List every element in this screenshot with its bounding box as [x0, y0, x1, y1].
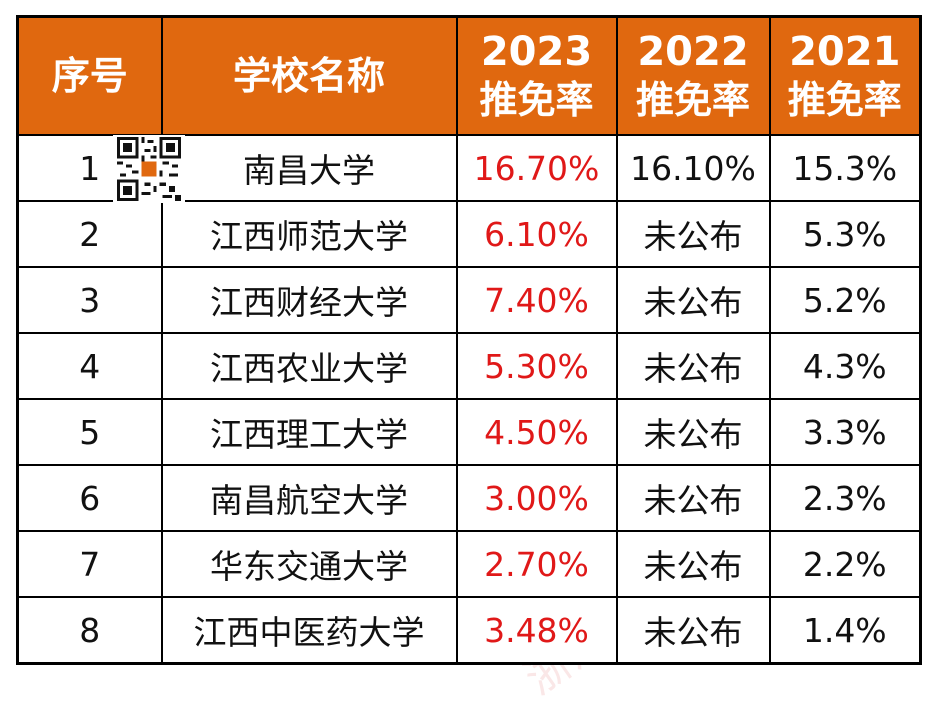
- header-2023-label: 推免率: [479, 78, 594, 122]
- cell-index: 2: [16, 200, 163, 268]
- cell-rate-2023: 6.10%: [455, 200, 618, 268]
- header-2021-year: 2021: [789, 29, 901, 75]
- header-2021: 2021 推免率: [768, 15, 922, 136]
- header-row: 序号 学校名称 2023 推免率 2022 推免率 2021 推免率: [16, 15, 922, 136]
- cell-rate-2023: 16.70%: [455, 134, 618, 202]
- table-container: 序号 学校名称 2023 推免率 2022 推免率 2021 推免率 1 南: [16, 15, 922, 665]
- header-2021-label: 推免率: [787, 78, 902, 122]
- cell-rate-2023: 3.00%: [455, 464, 618, 532]
- cell-school: 江西理工大学: [160, 398, 458, 466]
- cell-school: 江西农业大学: [160, 332, 458, 400]
- header-2022: 2022 推免率: [615, 15, 771, 136]
- header-2023-year: 2023: [480, 29, 593, 75]
- cell-index: 3: [16, 266, 163, 334]
- cell-rate-2021: 5.2%: [768, 266, 922, 334]
- cell-rate-2023: 7.40%: [455, 266, 618, 334]
- cell-rate-2021: 2.2%: [768, 530, 922, 598]
- cell-rate-2022: 未公布: [615, 596, 771, 665]
- qr-code-icon: [113, 135, 185, 203]
- cell-rate-2021: 5.3%: [768, 200, 922, 268]
- cell-school: 南昌大学: [160, 134, 458, 202]
- header-school: 学校名称: [160, 15, 458, 136]
- cell-rate-2023: 3.48%: [455, 596, 618, 665]
- cell-rate-2022: 未公布: [615, 332, 771, 400]
- table-row: 2 江西师范大学 6.10% 未公布 5.3%: [16, 200, 922, 268]
- cell-rate-2021: 3.3%: [768, 398, 922, 466]
- cell-rate-2021: 15.3%: [768, 134, 922, 202]
- header-index: 序号: [16, 15, 163, 136]
- header-2022-year: 2022: [637, 29, 749, 75]
- cell-rate-2022: 16.10%: [615, 134, 771, 202]
- cell-index: 8: [16, 596, 163, 665]
- cell-rate-2021: 2.3%: [768, 464, 922, 532]
- table-row: 8 江西中医药大学 3.48% 未公布 1.4%: [16, 596, 922, 665]
- cell-rate-2022: 未公布: [615, 464, 771, 532]
- table-row: 1 南昌大学 16.70% 16.10% 15.3%: [16, 134, 922, 202]
- table-row: 4 江西农业大学 5.30% 未公布 4.3%: [16, 332, 922, 400]
- cell-index: 6: [16, 464, 163, 532]
- recommendation-rate-table: 序号 学校名称 2023 推免率 2022 推免率 2021 推免率 1 南: [16, 15, 922, 665]
- cell-rate-2023: 2.70%: [455, 530, 618, 598]
- header-2023: 2023 推免率: [455, 15, 618, 136]
- cell-rate-2021: 4.3%: [768, 332, 922, 400]
- table-row: 6 南昌航空大学 3.00% 未公布 2.3%: [16, 464, 922, 532]
- cell-rate-2022: 未公布: [615, 530, 771, 598]
- cell-school: 江西财经大学: [160, 266, 458, 334]
- cell-rate-2022: 未公布: [615, 200, 771, 268]
- cell-rate-2022: 未公布: [615, 398, 771, 466]
- cell-index: 4: [16, 332, 163, 400]
- cell-school: 华东交通大学: [160, 530, 458, 598]
- header-2022-label: 推免率: [635, 78, 750, 122]
- table-row: 5 江西理工大学 4.50% 未公布 3.3%: [16, 398, 922, 466]
- cell-school: 江西中医药大学: [160, 596, 458, 665]
- cell-rate-2023: 5.30%: [455, 332, 618, 400]
- cell-rate-2022: 未公布: [615, 266, 771, 334]
- table-row: 7 华东交通大学 2.70% 未公布 2.2%: [16, 530, 922, 598]
- table-row: 3 江西财经大学 7.40% 未公布 5.2%: [16, 266, 922, 334]
- cell-school: 南昌航空大学: [160, 464, 458, 532]
- cell-rate-2023: 4.50%: [455, 398, 618, 466]
- cell-index: 7: [16, 530, 163, 598]
- cell-index: 5: [16, 398, 163, 466]
- cell-school: 江西师范大学: [160, 200, 458, 268]
- cell-rate-2021: 1.4%: [768, 596, 922, 665]
